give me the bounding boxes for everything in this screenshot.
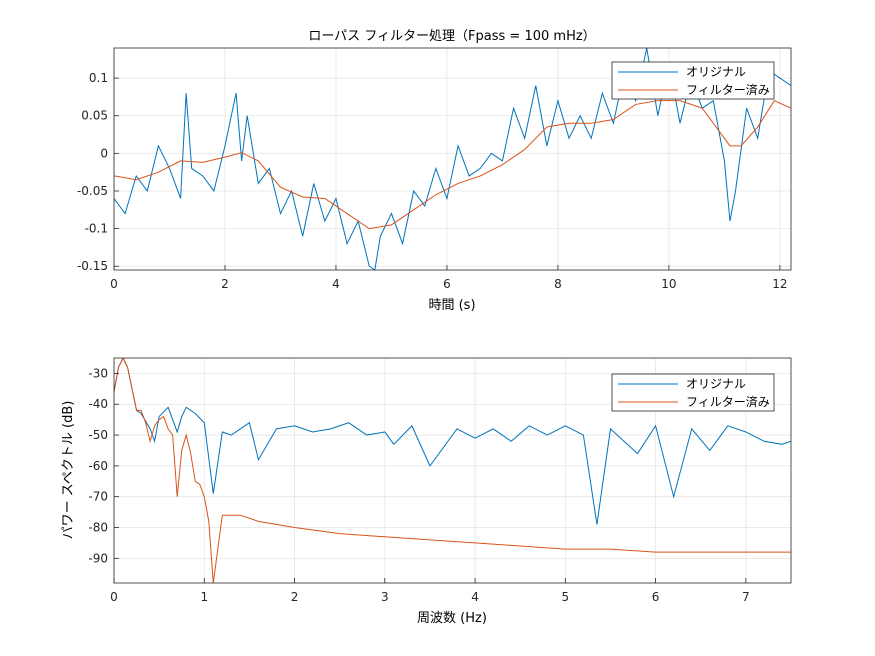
spectrum-series-line-original — [114, 358, 791, 525]
spectrum-series-group — [114, 358, 791, 583]
time-legend-label-filtered: フィルター済み — [686, 82, 770, 97]
spectrum-ytick-label: -40 — [88, 397, 108, 411]
time-ticks: 0 2 4 6 8 10 12 -0.15 -0.1 -0.05 0 0.05 0.1 — [77, 71, 788, 291]
spectrum-ticks: 0 1 2 3 4 5 6 7 -90 -80 -70 -60 -50 -40 -30 — [88, 366, 749, 604]
spectrum-ytick-label: -90 — [88, 551, 108, 565]
time-legend: オリジナル フィルター済み — [611, 61, 775, 100]
spectrum-ytick-label: -70 — [88, 490, 108, 504]
time-legend-label-original: オリジナル — [686, 65, 746, 79]
spectrum-legend-label-filtered: フィルター済み — [686, 394, 770, 409]
time-axes-box — [113, 47, 792, 271]
time-ytick-label: -0.1 — [85, 222, 108, 236]
spectrum-series-line-filtered — [114, 358, 791, 583]
time-xtick-label: 4 — [332, 277, 340, 291]
time-chart-title: ローパス フィルター処理（Fpass = 100 mHz） — [308, 29, 595, 44]
time-ytick-label: -0.05 — [77, 184, 108, 198]
spectrum-axes-box — [113, 357, 792, 584]
time-series-line-original — [114, 48, 791, 270]
time-xtick-label: 12 — [772, 277, 787, 291]
time-ytick-label: -0.15 — [77, 259, 108, 273]
time-series-line-filtered — [114, 100, 791, 230]
spectrum-xtick-label: 6 — [652, 590, 660, 604]
time-xtick-label: 6 — [443, 277, 451, 291]
time-series-group — [114, 48, 791, 270]
spectrum-legend: オリジナル フィルター済み — [611, 373, 775, 412]
spectrum-legend-label-original: オリジナル — [686, 377, 746, 391]
spectrum-xtick-label: 7 — [742, 590, 750, 604]
spectrum-axes: 0 1 2 3 4 5 6 7 -90 -80 -70 -60 -50 -40 -30 周波数 (Hz) パ… — [61, 357, 792, 626]
spectrum-ytick-label: -30 — [88, 366, 108, 380]
spectrum-ytick-label: -60 — [88, 459, 108, 473]
spectrum-xtick-label: 3 — [381, 590, 389, 604]
time-ytick-label: 0 — [100, 146, 108, 160]
spectrum-xtick-label: 0 — [110, 590, 118, 604]
time-legend-box — [611, 61, 775, 100]
time-xtick-label: 10 — [661, 277, 676, 291]
spectrum-y-axis-label: パワー スペクトル (dB) — [61, 401, 76, 540]
spectrum-xtick-label: 4 — [471, 590, 479, 604]
time-ytick-label: 0.05 — [81, 109, 108, 123]
time-xtick-label: 0 — [110, 277, 118, 291]
time-domain-axes: 0 2 4 6 8 10 12 -0.15 -0.1 -0.05 0 0.05 0.1 ローパス フィル… — [77, 29, 792, 313]
time-x-axis-label: 時間 (s) — [428, 298, 475, 313]
spectrum-x-axis-label: 周波数 (Hz) — [417, 611, 487, 626]
spectrum-legend-box — [611, 373, 775, 412]
spectrum-xtick-label: 1 — [200, 590, 208, 604]
time-ytick-label: 0.1 — [89, 71, 108, 85]
time-xtick-label: 8 — [554, 277, 562, 291]
time-xtick-label: 2 — [221, 277, 229, 291]
spectrum-ytick-label: -80 — [88, 521, 108, 535]
spectrum-xtick-label: 2 — [291, 590, 299, 604]
spectrum-xtick-label: 5 — [562, 590, 570, 604]
spectrum-ytick-label: -50 — [88, 428, 108, 442]
